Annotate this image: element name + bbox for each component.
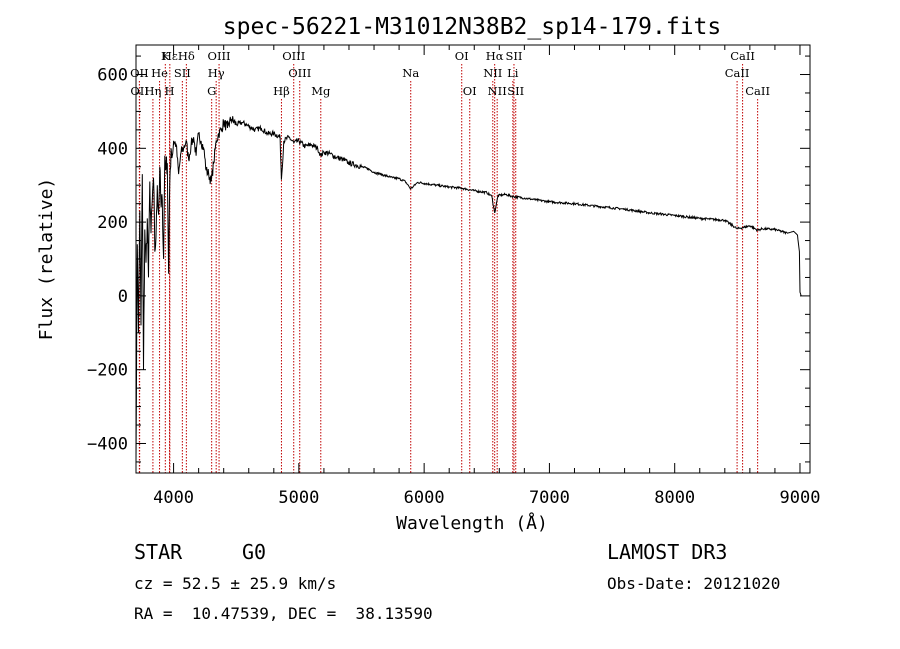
- line-label-21: G: [207, 84, 216, 98]
- x-tick-label: 7000: [529, 488, 570, 508]
- line-label-6: Hα: [486, 49, 504, 63]
- line-label-15: NII: [483, 66, 502, 80]
- line-label-12: Hγ: [208, 66, 225, 80]
- line-label-17: CaII: [725, 66, 750, 80]
- object-class: STAR: [134, 540, 183, 564]
- y-tick-label: 200: [97, 213, 128, 233]
- survey-name: LAMOST DR3: [607, 540, 728, 564]
- line-label-9: OII: [130, 66, 149, 80]
- spectral-line-markers: [138, 64, 759, 473]
- line-label-25: NII: [488, 84, 507, 98]
- y-tick-label: 400: [97, 139, 128, 159]
- line-label-23: Mg: [311, 84, 331, 98]
- y-axis-label: Flux (relative): [36, 178, 57, 341]
- line-label-26: SII: [507, 84, 524, 98]
- x-tick-label: 5000: [278, 488, 319, 508]
- line-label-8: CaII: [730, 49, 755, 63]
- coords-text: RA = 10.47539, DEC = 38.13590: [134, 604, 433, 623]
- line-label-13: OIII: [288, 66, 311, 80]
- line-label-1: K: [161, 49, 170, 63]
- x-tick-label: 9000: [780, 488, 821, 508]
- line-label-24: OI: [463, 84, 477, 98]
- x-axis-label: Wavelength (Å): [396, 512, 548, 534]
- velocity-text: cz = 52.5 ± 25.9 km/s: [134, 574, 337, 593]
- line-label-18: OII: [130, 84, 149, 98]
- line-label-4: OIII: [282, 49, 305, 63]
- x-tick-label: 8000: [654, 488, 695, 508]
- line-label-16: Li: [507, 66, 519, 80]
- y-tick-label: −400: [87, 434, 128, 454]
- line-label-14: Na: [402, 66, 419, 80]
- y-tick-label: 600: [97, 66, 128, 86]
- x-tick-label: 6000: [404, 488, 445, 508]
- y-axis-ticks: −400 −200 0 200 400 600: [87, 55, 810, 463]
- object-subclass: G0: [242, 540, 267, 564]
- x-tick-label: 4000: [153, 488, 194, 508]
- line-label-22: Hβ: [273, 84, 290, 98]
- obs-date-text: Obs-Date: 20121020: [607, 574, 781, 593]
- line-label-19: Hη: [144, 84, 161, 98]
- plot-frame: [135, 44, 811, 474]
- chart-title: spec-56221-M31012N38B2_sp14-179.fits: [223, 14, 722, 40]
- line-label-5: OI: [455, 49, 469, 63]
- line-label-27: CaII: [745, 84, 770, 98]
- x-axis-ticks: 4000 5000 6000 7000 8000 9000: [153, 45, 820, 508]
- spectrum-line: [135, 116, 802, 462]
- line-label-20: H: [165, 84, 175, 98]
- line-label-2: Hδ: [178, 49, 195, 63]
- y-tick-label: 0: [118, 287, 128, 307]
- y-tick-label: −200: [87, 361, 128, 381]
- line-label-3: OIII: [208, 49, 231, 63]
- line-label-7: SII: [505, 49, 522, 63]
- line-label-11: SII: [174, 66, 191, 80]
- line-label-10: He: [151, 66, 168, 80]
